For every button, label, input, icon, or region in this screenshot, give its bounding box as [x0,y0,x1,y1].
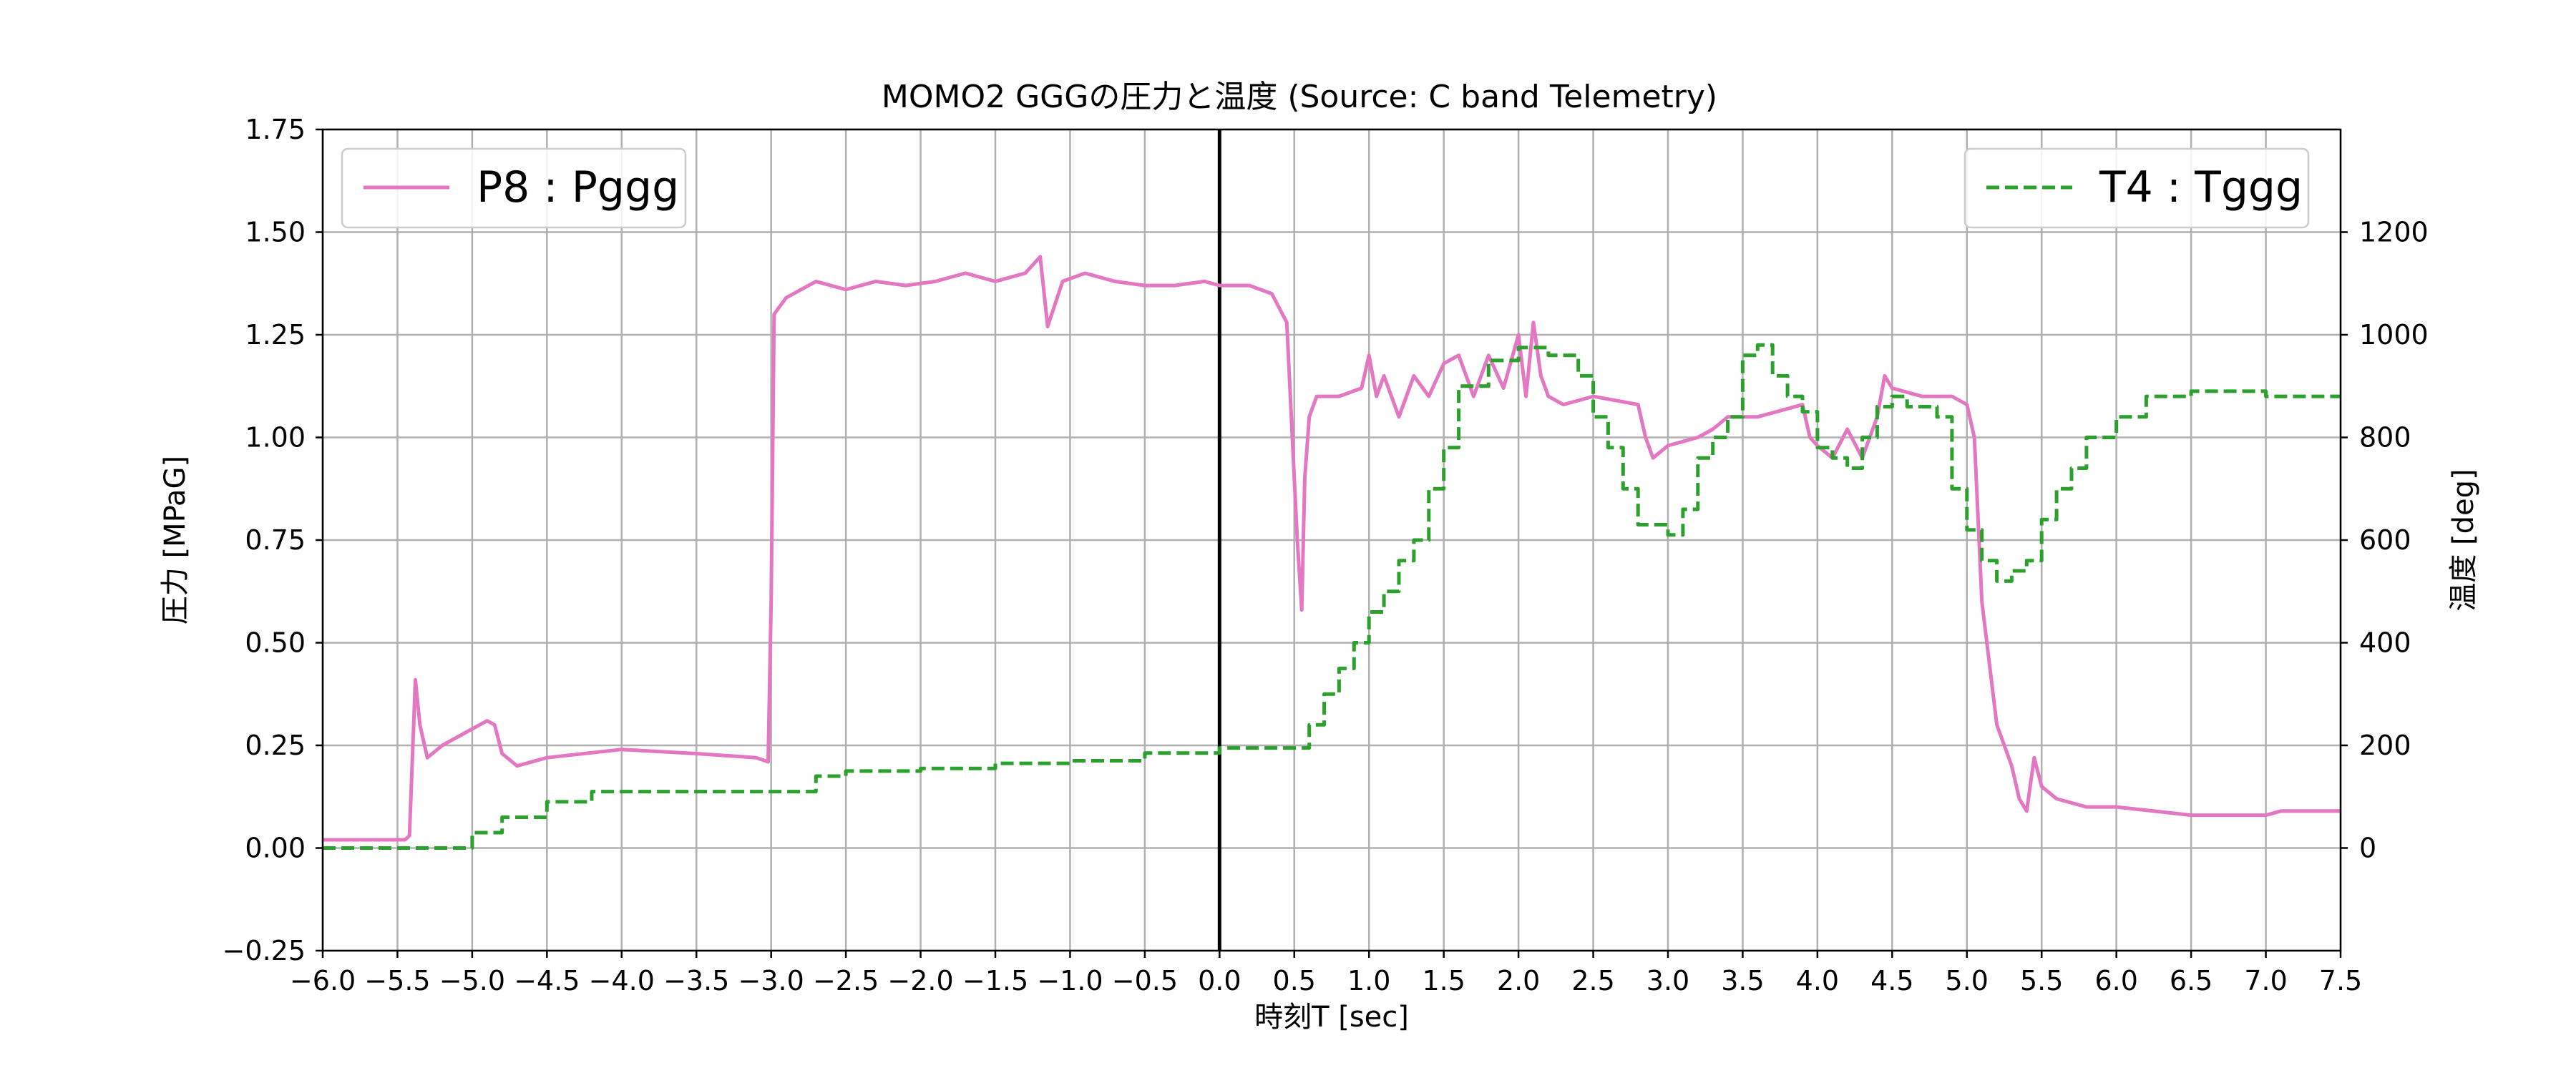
x-tick-label: 3.0 [1646,965,1689,996]
y-tick-label: 1.75 [245,114,306,145]
x-tick-label: 4.0 [1796,965,1839,996]
y-tick-label: 0.00 [245,833,306,864]
y-right-tick-label: 800 [2359,422,2411,454]
y-right-tick-label: 1200 [2359,217,2429,248]
x-tick-label: 3.5 [1721,965,1764,996]
x-tick-label: 5.5 [2020,965,2063,996]
legend-temperature-label: T4 : Tggg [2099,162,2303,212]
x-tick-label: 0.0 [1198,965,1241,996]
y-tick-label: 1.50 [245,217,306,248]
x-tick-label: −6.0 [290,965,356,996]
x-tick-label: −5.5 [364,965,430,996]
y-tick-label: 1.00 [245,422,306,454]
x-tick-label: 7.5 [2319,965,2362,996]
x-tick-label: −2.5 [813,965,879,996]
x-tick-label: −2.0 [887,965,953,996]
x-tick-label: 1.5 [1422,965,1465,996]
x-tick-label: −3.5 [663,965,729,996]
x-axis-ticks: −6.0 −5.5 −5.0 −4.5 −4.0 −3.5 −3.0 −2.5 −2.0 −1.5… [290,951,2362,996]
y-tick-label: 0.50 [245,627,306,659]
y-axis-right-label: 温度 [deg] [2447,469,2480,611]
legend-temperature-box [1963,147,2310,229]
x-tick-label: 6.0 [2094,965,2137,996]
x-tick-label: 5.0 [1946,965,1989,996]
y-axis-right-ticks: 0 200 400 600 800 1000 1200 [2341,217,2429,864]
y-right-tick-label: 0 [2359,833,2376,864]
x-tick-label: −3.0 [738,965,804,996]
x-tick-label: 1.0 [1347,965,1390,996]
series-layer [323,255,2341,850]
x-tick-label: 2.0 [1497,965,1540,996]
y-axis-left-ticks: −0.25 0.00 0.25 0.50 0.75 1.00 1.25 1.50 1.75 [223,114,323,966]
series-line-temperature [323,343,2341,850]
x-tick-label: 0.5 [1273,965,1316,996]
x-tick-label: 4.5 [1870,965,1913,996]
y-right-tick-label: 600 [2359,524,2411,556]
x-tick-label: −1.5 [962,965,1028,996]
x-tick-label: −4.0 [589,965,655,996]
y-right-tick-label: 400 [2359,627,2411,659]
y-right-tick-label: 1000 [2359,319,2429,351]
y-tick-label: 1.25 [245,319,306,351]
x-tick-label: 6.5 [2170,965,2212,996]
series-line-pressure [323,255,2341,842]
legend-pressure: P8 : Pggg [341,147,687,229]
legend-pressure-box [341,147,687,229]
x-tick-label: 2.5 [1571,965,1614,996]
x-tick-label: −4.5 [514,965,580,996]
y-tick-label: 0.25 [245,730,306,761]
x-tick-label: 7.0 [2244,965,2287,996]
x-axis-label: 時刻T [sec] [1254,1001,1409,1034]
y-tick-label: 0.75 [245,524,306,556]
legend-temperature: T4 : Tggg [1963,147,2310,229]
y-tick-label: −0.25 [223,935,306,966]
x-tick-label: −5.0 [439,965,505,996]
y-right-tick-label: 200 [2359,730,2411,761]
grid-lines [321,128,2342,952]
legend-pressure-label: P8 : Pggg [477,162,679,212]
chart-title: MOMO2 GGGの圧力と温度 (Source: C band Telemetr… [882,79,1717,115]
x-tick-label: −0.5 [1112,965,1178,996]
x-tick-label: −1.0 [1037,965,1103,996]
y-axis-left-label: 圧力 [MPaG] [159,456,192,624]
